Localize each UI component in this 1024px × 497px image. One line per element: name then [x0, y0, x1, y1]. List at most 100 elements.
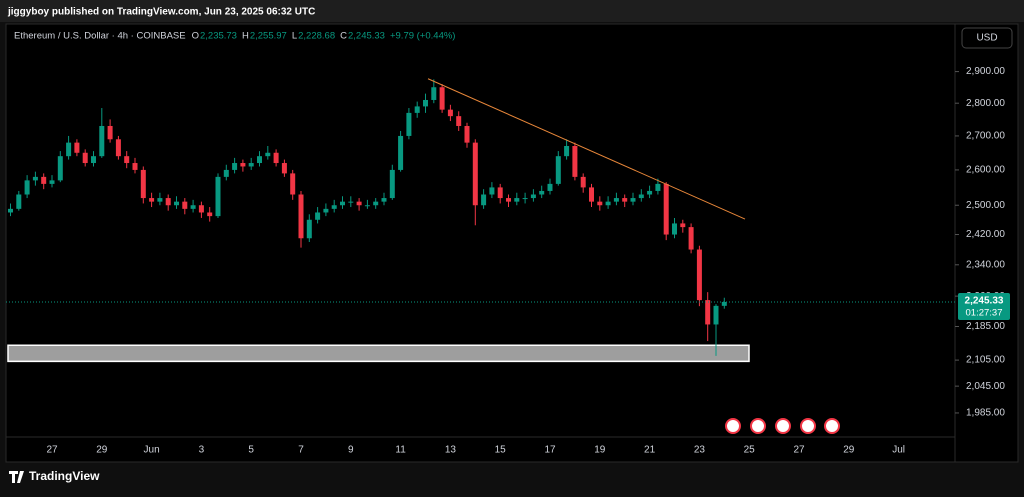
candle-body: [672, 223, 677, 235]
candle-body: [149, 198, 155, 202]
candle-body: [680, 223, 686, 228]
candle-body: [124, 156, 130, 164]
x-tick-label: 7: [298, 445, 304, 456]
candle-body: [688, 227, 694, 250]
candle-body: [481, 194, 487, 206]
candle-body: [663, 183, 669, 235]
y-tick-label: 2,800.00: [966, 98, 1005, 109]
candle-body: [215, 176, 221, 217]
candle-body: [298, 194, 304, 239]
candle-body: [506, 198, 511, 202]
candle-body: [290, 173, 296, 195]
candle-body: [115, 139, 121, 157]
candle-body: [315, 212, 321, 220]
candle-body: [414, 106, 420, 113]
candle-body: [456, 116, 462, 126]
candle-body: [655, 183, 661, 191]
candle-body: [547, 183, 553, 191]
x-tick-label: 13: [445, 445, 457, 456]
candle-body: [331, 205, 337, 209]
x-tick-label: Jul: [892, 445, 905, 456]
candle-body: [182, 201, 188, 209]
last-price-box: [958, 292, 1010, 320]
x-tick-label: 15: [495, 445, 507, 456]
legend-symbol: Ethereum / U.S. Dollar · 4h · COINBASE: [14, 31, 186, 42]
candle-body: [223, 169, 229, 177]
x-tick-label: 27: [793, 445, 805, 456]
candle-body: [497, 187, 503, 199]
x-tick-label: 23: [694, 445, 706, 456]
candle-body: [198, 205, 204, 213]
candle-body: [472, 142, 478, 206]
candle-body: [696, 249, 702, 301]
candle-body: [622, 198, 628, 202]
candle-body: [431, 87, 437, 100]
candle-body: [165, 198, 171, 206]
plot-panel: [5, 23, 1019, 463]
candle-body: [597, 201, 603, 206]
candle-body: [406, 112, 412, 136]
candle-body: [306, 219, 312, 239]
support-zone: [7, 344, 750, 363]
candle-body: [174, 201, 179, 206]
candle-body: [530, 194, 536, 199]
y-tick-label: 2,045.00: [966, 381, 1005, 392]
candle-body: [647, 190, 653, 195]
candle-body: [630, 198, 636, 202]
x-tick-label: 21: [644, 445, 656, 456]
candle-body: [32, 176, 38, 181]
legend-o: O: [192, 31, 199, 42]
candle-body: [522, 198, 528, 200]
candle-body: [8, 208, 13, 213]
trendline: [427, 78, 746, 220]
candle-body: [423, 99, 428, 107]
candle-body: [232, 163, 238, 170]
candle-body: [248, 163, 254, 167]
candle-body: [605, 201, 611, 206]
y-tick-label: 2,700.00: [966, 131, 1005, 142]
candle-body: [356, 201, 362, 206]
y-tick-label: 2,105.00: [966, 355, 1005, 366]
candle-body: [190, 205, 196, 209]
currency-button[interactable]: [961, 27, 1013, 49]
candle-body: [381, 198, 387, 202]
candle-body: [564, 146, 570, 157]
candle-body: [389, 169, 395, 199]
candle-body: [364, 205, 370, 207]
y-tick-label: 2,185.00: [966, 321, 1005, 332]
candle-body: [348, 201, 354, 203]
x-tick-label: 3: [199, 445, 205, 456]
candle-body: [132, 163, 138, 170]
y-tick-label: 2,340.00: [966, 259, 1005, 270]
y-tick-label: 2,600.00: [966, 165, 1005, 176]
candle-body: [447, 109, 453, 117]
candle-body: [74, 142, 80, 153]
legend-open: 2,235.73: [200, 31, 237, 42]
candle-body: [240, 163, 246, 167]
candle-body: [589, 187, 594, 202]
candle-body: [613, 198, 619, 202]
candle-body: [16, 194, 22, 209]
candle-body: [24, 180, 30, 195]
candle-body: [539, 190, 545, 195]
legend-close: 2,245.33: [348, 31, 385, 42]
x-tick-label: 29: [96, 445, 108, 456]
y-tick-label: 2,420.00: [966, 229, 1005, 240]
candle-body: [439, 87, 445, 110]
candle-body: [281, 163, 287, 174]
x-tick-label: 19: [594, 445, 606, 456]
last-price-label: 2,245.33: [965, 296, 1004, 307]
candle-body: [82, 152, 88, 164]
candle-body: [713, 305, 719, 325]
x-tick-label: Jun: [144, 445, 160, 456]
candle-body: [555, 156, 561, 184]
legend-low: 2,228.68: [298, 31, 335, 42]
event-flags: [725, 418, 840, 434]
candle-body: [340, 201, 345, 206]
candle-body: [373, 201, 379, 206]
legend-change: +9.79 (+0.44%): [390, 31, 456, 42]
candle-body: [705, 300, 711, 325]
candle-body: [99, 125, 105, 157]
